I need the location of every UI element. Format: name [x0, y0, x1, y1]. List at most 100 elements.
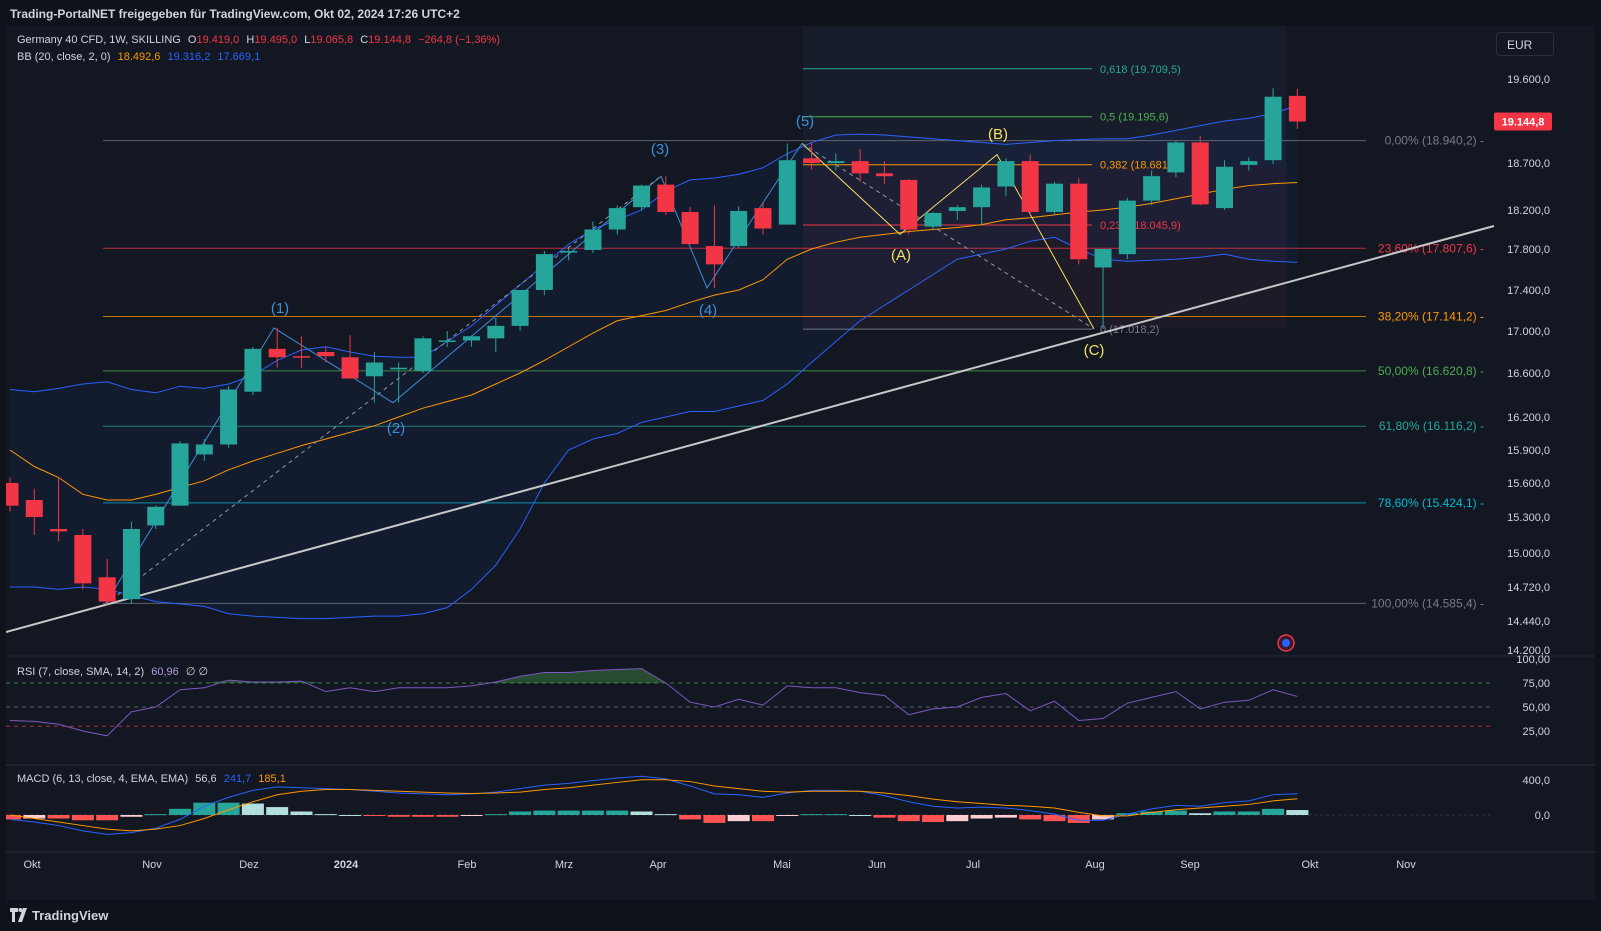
macd-histogram-bar: [654, 814, 677, 816]
symbol-label: Germany 40 CFD, 1W, SKILLING: [17, 34, 181, 46]
low-label: L: [304, 34, 311, 46]
candle-body: [438, 340, 456, 342]
macd-histogram-bar: [630, 811, 653, 815]
time-axis-label: Nov: [1396, 859, 1416, 871]
rsi-legend: RSI (7, close, SMA, 14, 2) 60,96 ∅ ∅: [17, 665, 212, 678]
candle-body: [657, 184, 675, 212]
macd-histogram-bar: [1262, 808, 1285, 815]
macd-hist-value: 56,6: [195, 773, 217, 785]
price-axis-label: 14.200,0: [1507, 645, 1550, 657]
macd-histogram-bar: [1213, 811, 1236, 815]
fib-level-label: 38,20% (17.141,2) -: [1378, 310, 1484, 324]
macd-histogram-bar: [144, 814, 167, 816]
macd-histogram-bar: [1043, 815, 1066, 822]
open-value: 19.419,0: [196, 34, 240, 46]
candle-body: [74, 535, 92, 584]
high-label: H: [246, 34, 255, 46]
rsi-label: RSI (7, close, SMA, 14, 2): [17, 666, 145, 678]
bb-label: BB (20, close, 2, 0): [17, 51, 111, 63]
candle-body: [268, 348, 286, 358]
price-axis-label: 19.600,0: [1507, 74, 1550, 86]
candle-body: [1070, 183, 1088, 260]
macd-histogram-bar: [387, 815, 410, 817]
macd-histogram-bar: [897, 815, 920, 822]
candle-body: [1143, 176, 1161, 201]
macd-histogram-bar: [217, 802, 240, 815]
time-axis-label: Apr: [649, 859, 666, 871]
candle-body: [900, 179, 918, 230]
time-axis-label: Sep: [1180, 859, 1200, 871]
tradingview-logo-icon: [10, 908, 27, 922]
price-axis-label: 15.900,0: [1507, 445, 1550, 457]
candle-body: [754, 208, 772, 229]
abc-correction-path: [801, 143, 1095, 330]
publisher-text: Trading-PortalNET freigegeben für Tradin…: [10, 7, 460, 21]
fib-level-label: 78,60% (15.424,1) -: [1378, 496, 1484, 510]
close-label: C: [360, 34, 369, 46]
macd-histogram-bar: [363, 815, 386, 816]
macd-histogram-bar: [1286, 810, 1309, 815]
price-axis-label: 16.600,0: [1507, 368, 1550, 380]
price-axis-label: 17.800,0: [1507, 244, 1550, 256]
macd-histogram-bar: [703, 815, 726, 823]
fib-extension-label: 0,5 (19.195,6): [1100, 112, 1169, 124]
bb-upper-line: [9, 105, 1298, 394]
wave-label: (2): [387, 420, 405, 437]
price-axis-label: 17.000,0: [1507, 326, 1550, 338]
chart-frame[interactable]: 0,00% (18.940,2) - 23,60% (17.807,6) - 38,…: [6, 26, 1595, 900]
price-axis-label: 18.200,0: [1507, 205, 1550, 217]
macd-histogram-bar: [71, 815, 94, 821]
price-axis-label: 18.700,0: [1507, 158, 1550, 170]
macd-histogram-bar: [47, 815, 70, 819]
candle-body: [803, 158, 821, 163]
bb-lower-value: 17.669,1: [217, 51, 261, 63]
macd-histogram-bar: [606, 810, 629, 815]
candle-body: [317, 352, 335, 357]
candle-body: [341, 357, 359, 379]
abc-label: (C): [1084, 342, 1105, 359]
macd-histogram-bar: [436, 815, 459, 817]
price-axis-label: 14.440,0: [1507, 616, 1550, 628]
macd-histogram-bar: [581, 810, 604, 815]
candle-body: [147, 506, 165, 526]
last-price-badge: [1494, 112, 1552, 131]
candle-body: [1191, 142, 1209, 205]
time-axis-label: Okt: [23, 859, 40, 871]
macd-histogram-bar: [679, 815, 702, 820]
macd-histogram-bar: [922, 815, 945, 823]
time-axis-label: Mai: [773, 859, 791, 871]
candle-body: [463, 336, 481, 341]
macd-line: [9, 775, 1298, 835]
candle-body: [50, 529, 68, 532]
candle-body: [511, 290, 529, 326]
candle-body: [292, 356, 310, 358]
macd-histogram-bar: [460, 815, 483, 816]
candle-body: [6, 483, 19, 506]
rsi-axis-label: 75,00: [1522, 678, 1550, 690]
macd-histogram-bar: [241, 803, 264, 815]
fib-extension-label: 0,618 (19.709,5): [1100, 64, 1181, 76]
rsi-value: 60,96: [151, 666, 179, 678]
fib-extension-label: 0 (17.018,2): [1100, 324, 1159, 336]
low-value: 19.065,8: [310, 34, 354, 46]
wave-label: (5): [796, 113, 814, 130]
rsi-extra: ∅ ∅: [185, 666, 209, 678]
currency-selector[interactable]: EUR: [1496, 32, 1554, 56]
open-label: O: [187, 34, 197, 46]
last-price-badge-text: 19.144,8: [1502, 116, 1545, 128]
macd-histogram-bar: [1189, 813, 1212, 815]
time-axis-label: Jul: [966, 859, 980, 871]
fib-level-label: 23,60% (17.807,6) -: [1378, 241, 1484, 255]
time-axis-label: Dez: [239, 859, 259, 871]
macd-histogram-bar: [946, 815, 969, 822]
macd-line-value: 241,7: [223, 773, 252, 785]
chart-canvas[interactable]: 0,00% (18.940,2) - 23,60% (17.807,6) - 38,…: [6, 26, 1595, 900]
macd-axis-label: 0,0: [1535, 810, 1550, 822]
candle-body: [681, 211, 699, 245]
bb-basis-value: 18.492,6: [117, 51, 161, 63]
fib-level-label: 100,00% (14.585,4) -: [1371, 596, 1484, 610]
macd-histogram-bar: [411, 815, 434, 817]
candle-body: [608, 208, 626, 230]
macd-histogram-bar: [1164, 810, 1187, 815]
candle-body: [1264, 96, 1282, 161]
